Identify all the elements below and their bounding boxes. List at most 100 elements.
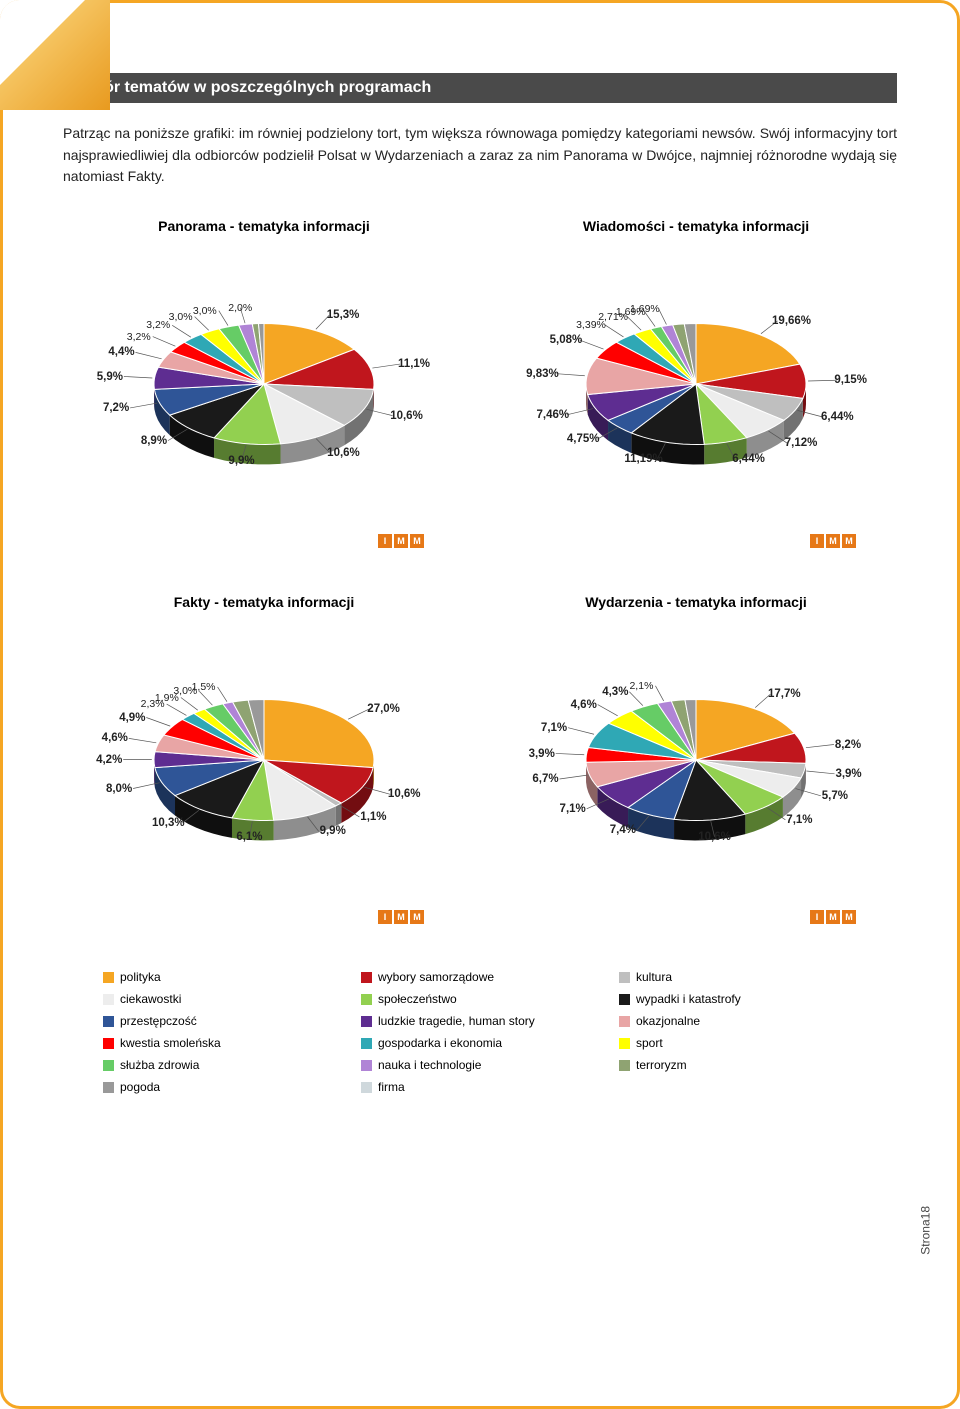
imm-letter: M — [410, 910, 424, 924]
legend-label: wypadki i katastrofy — [636, 992, 741, 1006]
legend-swatch — [619, 1060, 630, 1071]
slice-label: 9,9% — [228, 455, 254, 467]
slice-label: 7,12% — [785, 437, 818, 449]
slice-label: 4,6% — [571, 699, 597, 711]
legend-item: okazjonalne — [619, 1014, 857, 1028]
legend-item: społeczeństwo — [361, 992, 599, 1006]
legend-item: kwestia smoleńska — [103, 1036, 341, 1050]
legend-label: nauka i technologie — [378, 1058, 481, 1072]
pie-chart — [526, 244, 866, 544]
chart-block: Fakty - tematyka informacji 27,0% 10,6%1,1… — [63, 594, 465, 920]
legend-label: kultura — [636, 970, 672, 984]
legend-label: społeczeństwo — [378, 992, 457, 1006]
legend-label: firma — [378, 1080, 405, 1094]
legend-label: kwestia smoleńska — [120, 1036, 221, 1050]
pie-wrap: 15,3%11,1%10,6%10,6%9,9%8,9%7,2%5,9%4,4%… — [94, 244, 434, 544]
pie-wrap: 17,7%8,2%3,9%5,7%7,1%10,6%7,4%7,1%6,7%3,… — [526, 620, 866, 920]
pie-wrap: 19,66%9,15%6,44%7,12%6,44%11,19%4,75%7,4… — [526, 244, 866, 544]
legend-label: pogoda — [120, 1080, 160, 1094]
slice-label: 7,1% — [786, 814, 812, 826]
slice-label: 8,9% — [141, 435, 167, 447]
slice-label: 6,44% — [821, 411, 854, 423]
legend-swatch — [103, 1082, 114, 1093]
slice-label: 15,3% — [327, 309, 360, 321]
legend-swatch — [361, 1016, 372, 1027]
legend-swatch — [103, 1038, 114, 1049]
legend-label: wybory samorządowe — [378, 970, 494, 984]
legend-label: terroryzm — [636, 1058, 687, 1072]
slice-label: 7,46% — [537, 409, 570, 421]
slice-label: 4,6% — [102, 732, 128, 744]
legend-item: kultura — [619, 970, 857, 984]
imm-badge: IMM — [378, 534, 424, 548]
slice-label: 27,0% — [367, 703, 400, 715]
legend-item: pogoda — [103, 1080, 341, 1094]
legend-item: przestępczość — [103, 1014, 341, 1028]
slice-label: 7,1% — [541, 722, 567, 734]
pie-chart — [526, 620, 866, 920]
slice-label: 1,69% — [630, 303, 660, 315]
legend-swatch — [361, 972, 372, 983]
legend-swatch — [103, 972, 114, 983]
imm-letter: I — [810, 910, 824, 924]
slice-label: 5,08% — [550, 334, 583, 346]
slice-label: 10,6% — [390, 410, 423, 422]
chart-title: Wydarzenia - tematyka informacji — [495, 594, 897, 610]
imm-letter: M — [410, 534, 424, 548]
slice-label: 4,3% — [602, 686, 628, 698]
legend-swatch — [361, 1038, 372, 1049]
slice-label: 3,2% — [127, 331, 151, 343]
legend-item: terroryzm — [619, 1058, 857, 1072]
legend-label: sport — [636, 1036, 663, 1050]
slice-label: 11,1% — [398, 358, 430, 370]
legend-swatch — [619, 1016, 630, 1027]
legend-item: wybory samorządowe — [361, 970, 599, 984]
imm-letter: M — [394, 910, 408, 924]
slice-label: 3,0% — [169, 311, 193, 323]
slice-label: 3,9% — [529, 748, 555, 760]
slice-label: 8,2% — [835, 739, 861, 751]
chart-title: Wiadomości - tematyka informacji — [495, 218, 897, 234]
chart-block: Wiadomości - tematyka informacji19,66%9,… — [495, 218, 897, 544]
slice-label: 10,3% — [152, 817, 185, 829]
legend-item: gospodarka i ekonomia — [361, 1036, 599, 1050]
charts-grid: Panorama - tematyka informacji 15,3% 11,1%… — [63, 218, 897, 920]
slice-label: 3,9% — [835, 768, 861, 780]
legend-item: ciekawostki — [103, 992, 341, 1006]
slice-label: 4,75% — [567, 433, 600, 445]
slice-label: 10,6% — [698, 831, 731, 843]
legend-swatch — [103, 1016, 114, 1027]
imm-letter: I — [378, 534, 392, 548]
slice-label: 7,1% — [560, 803, 586, 815]
slice-label: 10,6% — [327, 447, 360, 459]
slice-label: 8,0% — [106, 783, 132, 795]
chart-title: Fakty - tematyka informacji — [63, 594, 465, 610]
pie-slice — [264, 700, 374, 768]
legend-swatch — [619, 1038, 630, 1049]
imm-letter: I — [378, 910, 392, 924]
legend-item: sport — [619, 1036, 857, 1050]
slice-label: 3,2% — [146, 319, 170, 331]
document-page: Dobór tematów w poszczególnych programac… — [0, 0, 960, 1409]
legend-item: ludzkie tragedie, human story — [361, 1014, 599, 1028]
legend-swatch — [619, 972, 630, 983]
slice-label: 4,4% — [108, 346, 134, 358]
legend-swatch — [361, 1082, 372, 1093]
intro-paragraph: Patrząc na poniższe grafiki: im równiej … — [63, 123, 897, 188]
slice-label: 1,1% — [360, 811, 386, 823]
slice-label: 6,7% — [532, 773, 558, 785]
imm-letter: M — [826, 910, 840, 924]
legend-label: okazjonalne — [636, 1014, 700, 1028]
page-corner-fold — [0, 0, 110, 110]
legend-swatch — [619, 994, 630, 1005]
legend-item: służba zdrowia — [103, 1058, 341, 1072]
chart-title: Panorama - tematyka informacji — [63, 218, 465, 234]
imm-letter: M — [842, 534, 856, 548]
slice-label: 6,1% — [236, 831, 262, 843]
slice-label: 3,0% — [193, 305, 217, 317]
legend-item: firma — [361, 1080, 599, 1094]
slice-label: 9,9% — [320, 825, 346, 837]
legend-item: wypadki i katastrofy — [619, 992, 857, 1006]
slice-label: 10,6% — [388, 788, 421, 800]
slice-label: 1,5% — [192, 681, 216, 693]
